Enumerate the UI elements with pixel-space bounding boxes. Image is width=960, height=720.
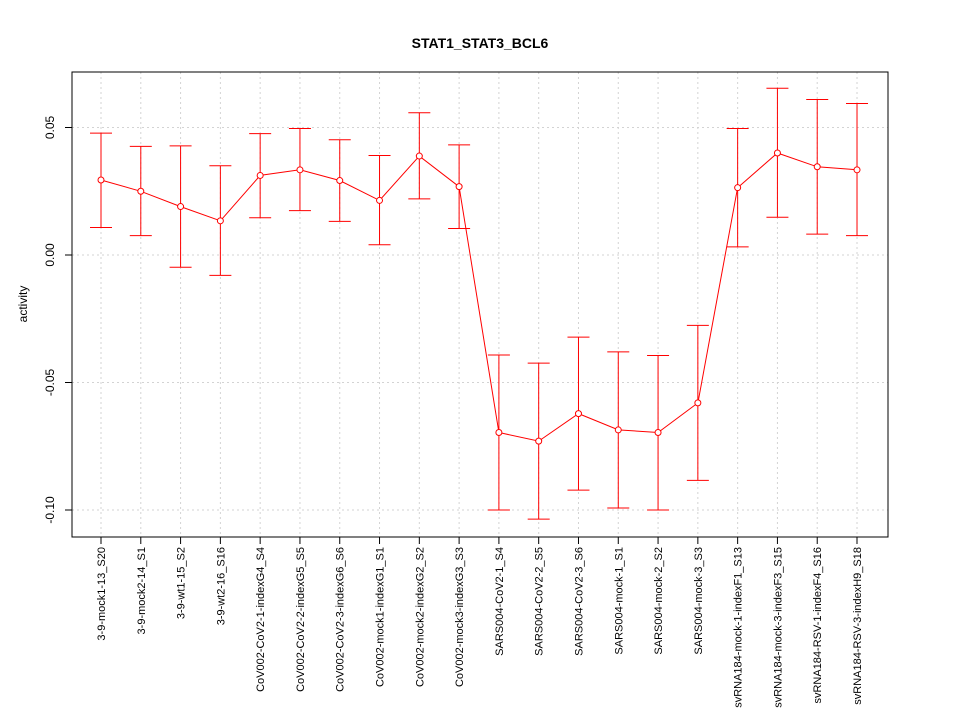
x-tick-label: CoV002-mock1-indexG1_S1: [375, 547, 387, 687]
data-point: [216, 217, 224, 225]
x-tick-label: svRNA184-RSV-3-indexH9_S18: [852, 547, 864, 705]
x-tick-label: CoV002-mock2-indexG2_S2: [414, 547, 426, 687]
grid: [72, 72, 888, 537]
x-tick-label: SARS004-mock-3_S3: [693, 547, 705, 655]
plot-frame: [71, 71, 889, 538]
data-point: [177, 203, 185, 211]
series-line: [100, 152, 858, 442]
x-tick-label: svRNA184-RSV-1-indexF4_S16: [812, 547, 824, 704]
x-tick-label: svRNA184-mock-3-indexF3_S15: [772, 547, 784, 708]
data-point: [415, 152, 423, 160]
y-tick-label: 0.00: [43, 243, 57, 267]
data-point: [654, 428, 662, 436]
data-point: [137, 187, 145, 195]
data-point: [535, 437, 543, 445]
x-tick-label: SARS004-mock-1_S1: [613, 547, 625, 655]
data-point: [813, 163, 821, 171]
y-tick-label: -0.05: [43, 369, 57, 397]
x-tick-label: 3-9-mock2-14_S1: [136, 547, 148, 634]
x-tick-label: 3-9-wt1-15_S2: [176, 547, 188, 619]
y-tick-label: 0.05: [43, 115, 57, 139]
data-point: [614, 426, 622, 434]
x-tick-label: CoV002-CoV2-1-indexG4_S4: [255, 547, 267, 692]
data-point: [376, 196, 384, 204]
data-point: [256, 171, 264, 179]
data-point: [773, 149, 781, 157]
x-tick-label: CoV002-CoV2-3-indexG6_S6: [335, 547, 347, 692]
x-tick-label: SARS004-mock-2_S2: [653, 547, 665, 655]
x-tick-label: CoV002-mock3-indexG3_S3: [454, 547, 466, 687]
y-axis-label: activity: [16, 286, 30, 323]
y-tick-label: -0.10: [43, 496, 57, 524]
x-tick-label: CoV002-CoV2-2-indexG5_S5: [295, 547, 307, 692]
x-tick-label: svRNA184-mock-1-indexF1_S13: [733, 547, 745, 708]
data-point: [694, 399, 702, 407]
data-point: [296, 166, 304, 174]
data-point: [97, 176, 105, 184]
chart-title: STAT1_STAT3_BCL6: [412, 35, 549, 51]
series: [90, 87, 869, 520]
x-tick-label: SARS004-CoV2-2_S5: [534, 547, 546, 656]
axes: -0.10 -0.05 0.00 0.05 3-9-mock1-13_S20 3-9-mo…: [43, 115, 864, 707]
data-point: [734, 184, 742, 192]
data-point: [495, 428, 503, 436]
data-point: [455, 183, 463, 191]
data-point: [853, 166, 861, 174]
data-point: [574, 410, 582, 418]
x-tick-label: SARS004-CoV2-3_S6: [573, 547, 585, 656]
data-point: [336, 177, 344, 185]
x-tick-label: 3-9-mock1-13_S20: [96, 547, 108, 641]
x-tick-label: 3-9-wt2-16_S16: [215, 547, 227, 625]
x-tick-label: SARS004-CoV2-1_S4: [494, 547, 506, 656]
